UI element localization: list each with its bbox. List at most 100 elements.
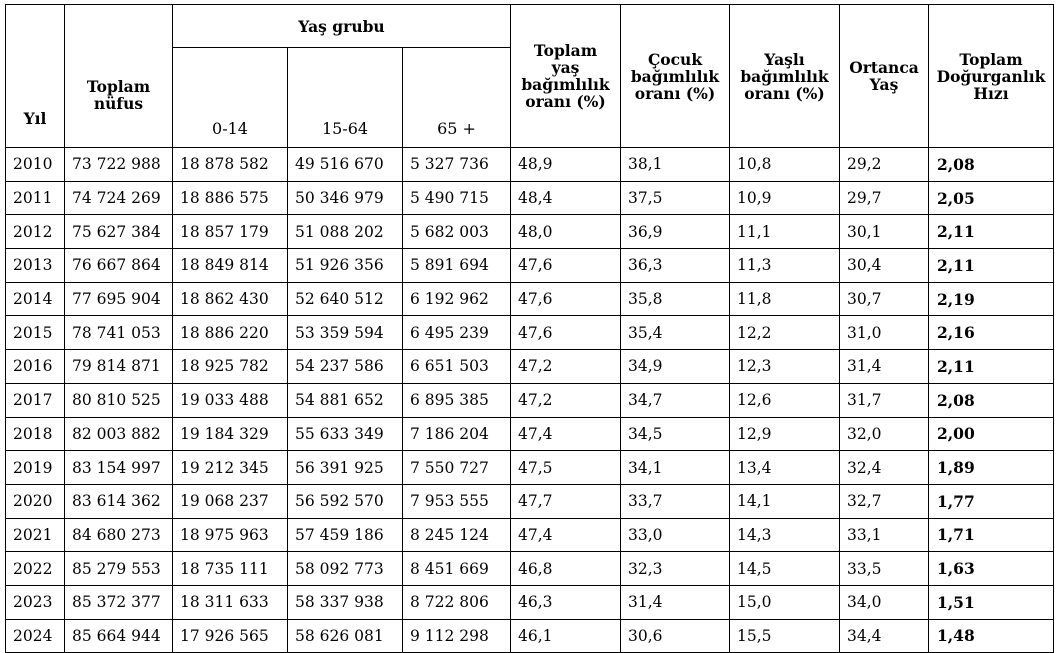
cell-elderly-dependency: 12,6 xyxy=(729,382,840,418)
cell-age-15-64: 53 359 594 xyxy=(287,315,403,351)
cell-fertility-rate: 1,89 xyxy=(928,450,1054,485)
table-row: 2021 84 680 273 18 975 963 57 459 186 8 245 … xyxy=(5,517,1054,553)
cell-year: 2015 xyxy=(5,315,65,351)
cell-total-dependency: 47,6 xyxy=(510,281,621,317)
cell-year: 2021 xyxy=(5,517,65,553)
cell-elderly-dependency: 11,1 xyxy=(729,214,840,250)
cell-age-15-64: 56 391 925 xyxy=(287,450,403,485)
cell-elderly-dependency: 14,3 xyxy=(729,517,840,553)
table-row: 2012 75 627 384 18 857 179 51 088 202 5 682 … xyxy=(5,214,1054,250)
cell-total-population: 78 741 053 xyxy=(64,315,173,351)
cell-year: 2018 xyxy=(5,416,65,452)
cell-age-15-64: 55 633 349 xyxy=(287,416,403,452)
cell-total-population: 85 279 553 xyxy=(64,551,173,586)
cell-median-age: 31,4 xyxy=(839,349,929,384)
cell-fertility-rate: 2,08 xyxy=(928,382,1054,418)
cell-median-age: 30,1 xyxy=(839,214,929,250)
table-row: 2024 85 664 944 17 926 565 58 626 081 9 112 … xyxy=(5,618,1054,653)
cell-year: 2023 xyxy=(5,584,65,620)
cell-fertility-rate: 2,05 xyxy=(928,180,1054,216)
cell-age-0-14: 18 862 430 xyxy=(172,281,288,317)
cell-age-0-14: 19 184 329 xyxy=(172,416,288,452)
cell-age-15-64: 54 881 652 xyxy=(287,382,403,418)
cell-fertility-rate: 1,71 xyxy=(928,517,1054,553)
cell-total-population: 79 814 871 xyxy=(64,349,173,384)
cell-total-dependency: 48,9 xyxy=(510,147,621,182)
cell-fertility-rate: 2,16 xyxy=(928,315,1054,351)
header-age-65-plus: 65 + xyxy=(402,47,511,148)
cell-elderly-dependency: 14,5 xyxy=(729,551,840,586)
cell-elderly-dependency: 14,1 xyxy=(729,483,840,519)
cell-fertility-rate: 2,08 xyxy=(928,147,1054,182)
cell-fertility-rate: 2,11 xyxy=(928,248,1054,283)
cell-year: 2010 xyxy=(5,147,65,182)
header-age-0-14: 0-14 xyxy=(172,47,288,148)
cell-year: 2016 xyxy=(5,349,65,384)
cell-age-65-plus: 7 953 555 xyxy=(402,483,511,519)
cell-median-age: 31,0 xyxy=(839,315,929,351)
cell-child-dependency: 35,8 xyxy=(620,281,730,317)
cell-median-age: 29,7 xyxy=(839,180,929,216)
cell-child-dependency: 33,0 xyxy=(620,517,730,553)
header-total-population: Toplam nüfus xyxy=(64,4,173,148)
population-table-container: Yıl Toplam nüfus Yaş grubu Toplam yaş ba… xyxy=(5,4,1054,653)
cell-age-0-14: 18 886 575 xyxy=(172,180,288,216)
cell-total-population: 85 372 377 xyxy=(64,584,173,620)
cell-age-0-14: 18 975 963 xyxy=(172,517,288,553)
header-child-dependency-ratio: Çocuk bağımlılık oranı (%) xyxy=(620,4,730,148)
cell-age-0-14: 19 033 488 xyxy=(172,382,288,418)
cell-total-population: 83 154 997 xyxy=(64,450,173,485)
header-age-15-64: 15-64 xyxy=(287,47,403,148)
cell-age-15-64: 57 459 186 xyxy=(287,517,403,553)
table-row: 2013 76 667 864 18 849 814 51 926 356 5 891 … xyxy=(5,248,1054,283)
cell-total-dependency: 48,0 xyxy=(510,214,621,250)
cell-age-65-plus: 7 550 727 xyxy=(402,450,511,485)
cell-age-0-14: 18 925 782 xyxy=(172,349,288,384)
cell-child-dependency: 34,5 xyxy=(620,416,730,452)
header-age-group: Yaş grubu xyxy=(172,4,511,48)
cell-year: 2019 xyxy=(5,450,65,485)
table-row: 2019 83 154 997 19 212 345 56 391 925 7 550 … xyxy=(5,450,1054,485)
cell-elderly-dependency: 13,4 xyxy=(729,450,840,485)
cell-age-15-64: 58 626 081 xyxy=(287,618,403,653)
cell-elderly-dependency: 12,2 xyxy=(729,315,840,351)
cell-total-dependency: 46,8 xyxy=(510,551,621,586)
cell-elderly-dependency: 10,9 xyxy=(729,180,840,216)
cell-total-dependency: 47,7 xyxy=(510,483,621,519)
table-row: 2011 74 724 269 18 886 575 50 346 979 5 490 … xyxy=(5,180,1054,216)
cell-year: 2011 xyxy=(5,180,65,216)
table-row: 2016 79 814 871 18 925 782 54 237 586 6 651 … xyxy=(5,349,1054,384)
cell-age-0-14: 19 212 345 xyxy=(172,450,288,485)
table-body: 2010 73 722 988 18 878 582 49 516 670 5 327 … xyxy=(5,147,1054,653)
cell-age-65-plus: 8 722 806 xyxy=(402,584,511,620)
table-row: 2020 83 614 362 19 068 237 56 592 570 7 953 … xyxy=(5,483,1054,519)
cell-age-0-14: 17 926 565 xyxy=(172,618,288,653)
table-row: 2014 77 695 904 18 862 430 52 640 512 6 192 … xyxy=(5,281,1054,317)
cell-year: 2014 xyxy=(5,281,65,317)
cell-total-dependency: 47,6 xyxy=(510,315,621,351)
cell-age-0-14: 18 849 814 xyxy=(172,248,288,283)
cell-total-population: 75 627 384 xyxy=(64,214,173,250)
cell-median-age: 29,2 xyxy=(839,147,929,182)
table-row: 2022 85 279 553 18 735 111 58 092 773 8 451 … xyxy=(5,551,1054,586)
cell-year: 2022 xyxy=(5,551,65,586)
cell-elderly-dependency: 12,9 xyxy=(729,416,840,452)
cell-fertility-rate: 1,63 xyxy=(928,551,1054,586)
header-year: Yıl xyxy=(5,4,65,148)
cell-age-15-64: 51 088 202 xyxy=(287,214,403,250)
cell-fertility-rate: 2,11 xyxy=(928,214,1054,250)
cell-age-0-14: 18 311 633 xyxy=(172,584,288,620)
cell-total-population: 85 664 944 xyxy=(64,618,173,653)
cell-fertility-rate: 1,48 xyxy=(928,618,1054,653)
cell-median-age: 33,1 xyxy=(839,517,929,553)
cell-median-age: 32,7 xyxy=(839,483,929,519)
cell-total-dependency: 47,4 xyxy=(510,416,621,452)
cell-median-age: 32,4 xyxy=(839,450,929,485)
cell-child-dependency: 33,7 xyxy=(620,483,730,519)
cell-fertility-rate: 2,11 xyxy=(928,349,1054,384)
cell-total-population: 76 667 864 xyxy=(64,248,173,283)
population-table: Yıl Toplam nüfus Yaş grubu Toplam yaş ba… xyxy=(5,4,1054,653)
cell-year: 2012 xyxy=(5,214,65,250)
cell-age-15-64: 49 516 670 xyxy=(287,147,403,182)
cell-child-dependency: 30,6 xyxy=(620,618,730,653)
